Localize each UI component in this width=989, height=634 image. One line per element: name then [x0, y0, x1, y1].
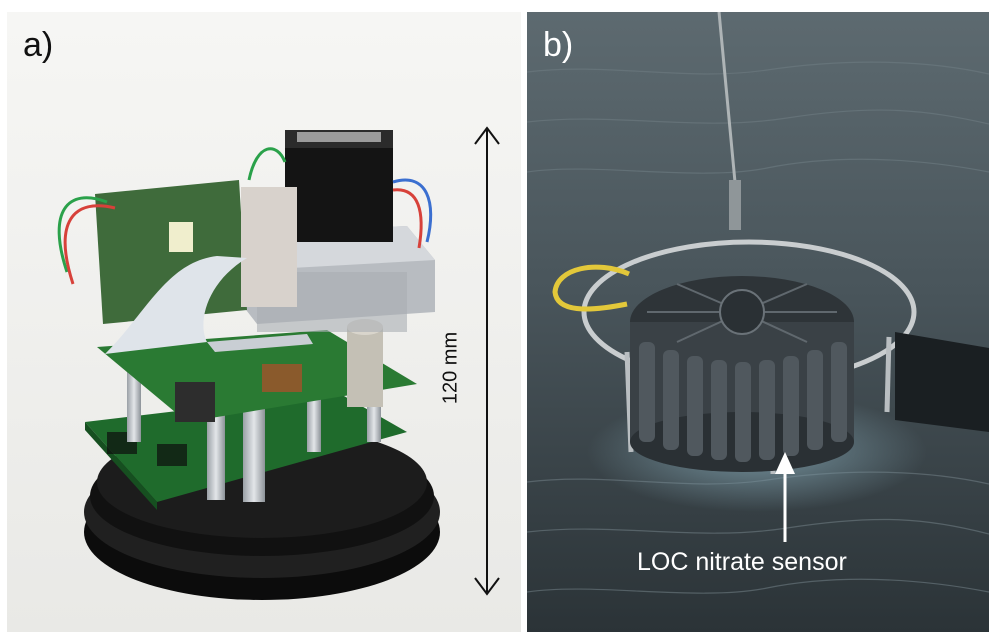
dimension-arrow: [474, 126, 500, 596]
panel-a: a) 120 mm: [7, 12, 521, 632]
panel-label-a: a): [23, 26, 54, 64]
annotation-arrow: [775, 452, 795, 542]
panel-label-b: b): [543, 26, 574, 64]
deployment-photo: [527, 12, 989, 632]
dimension-label: 120 mm: [439, 331, 462, 405]
annotation-label: LOC nitrate sensor: [637, 548, 847, 576]
panel-b: b) LOC nitrate sensor: [527, 12, 989, 632]
sensor-photo: [7, 12, 521, 632]
